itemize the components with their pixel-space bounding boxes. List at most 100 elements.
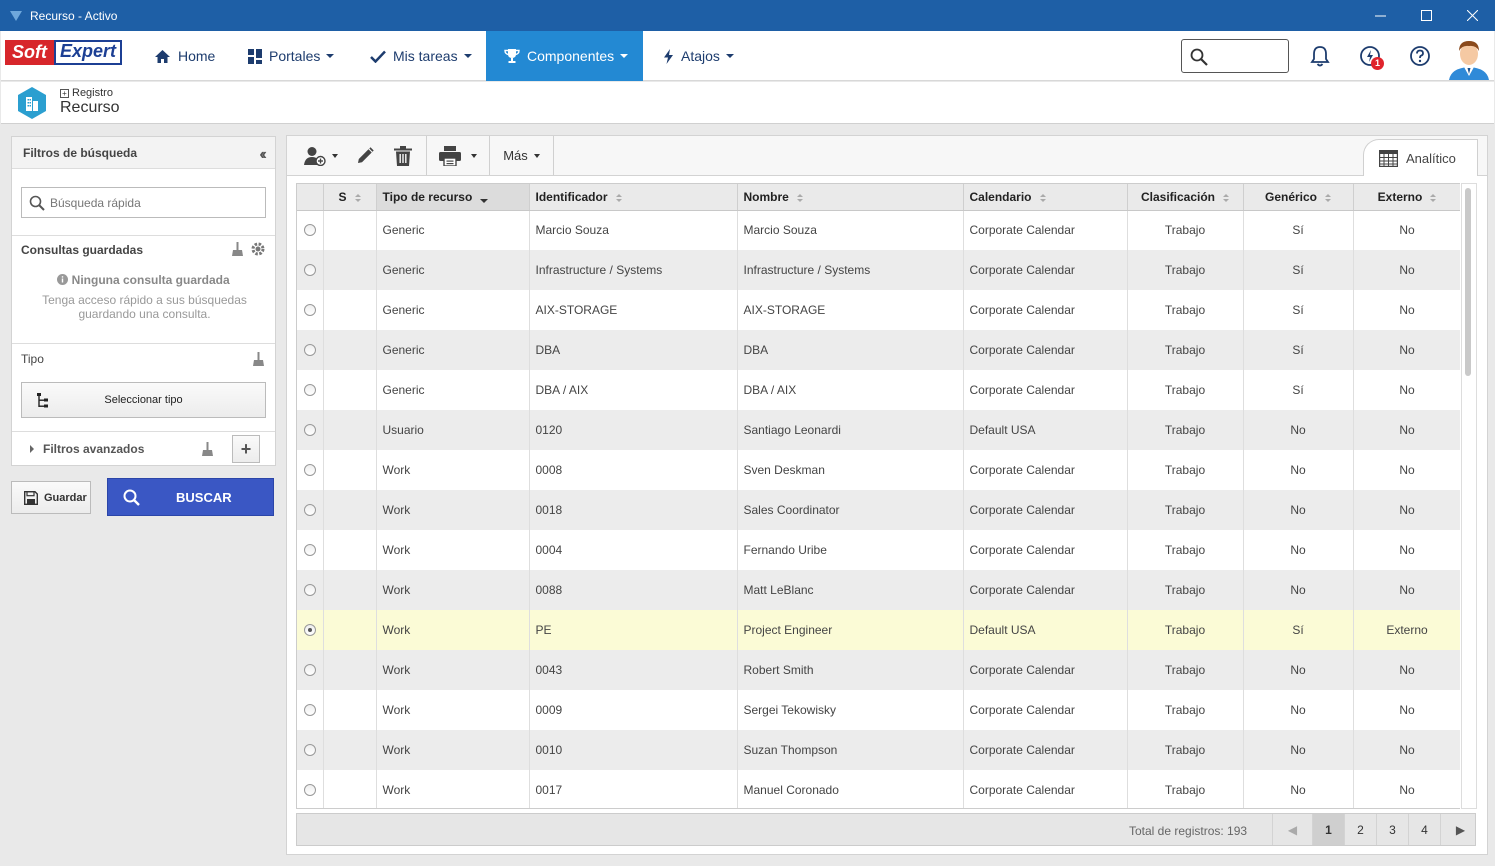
table-row[interactable]: Generic AIX-STORAGE AIX-STORAGE Corporate C… xyxy=(297,290,1460,330)
next-page-button[interactable]: ▶ xyxy=(1440,814,1480,845)
table-row[interactable]: Generic DBA DBA Corporate Calendar Trabajo Sí… xyxy=(297,330,1460,370)
column-header-calendario[interactable]: Calendario xyxy=(963,184,1128,211)
search-button[interactable]: BUSCAR xyxy=(107,478,274,516)
more-button[interactable]: Más xyxy=(490,136,553,175)
delete-button[interactable] xyxy=(383,136,423,175)
quick-search-input[interactable]: Búsqueda rápida xyxy=(21,187,266,218)
row-radio[interactable] xyxy=(303,264,316,276)
add-resource-button[interactable] xyxy=(287,136,347,175)
row-radio[interactable] xyxy=(303,664,316,676)
prev-page-button[interactable]: ◀ xyxy=(1272,814,1312,845)
nav-home[interactable]: Home xyxy=(154,31,215,81)
close-button[interactable] xyxy=(1449,0,1495,31)
table-row[interactable]: Generic DBA / AIX DBA / AIX Corporate Calen… xyxy=(297,370,1460,410)
cell-identificador: 0010 xyxy=(529,730,738,770)
softexpert-logo[interactable]: Soft Expert xyxy=(5,40,123,65)
broom-icon[interactable] xyxy=(232,242,243,256)
tab-analitico[interactable]: Analítico xyxy=(1363,139,1478,176)
cell-clasificacion: Trabajo xyxy=(1127,370,1244,410)
column-header-s[interactable]: S xyxy=(323,184,377,211)
table-row[interactable]: Work 0009 Sergei Tekowisky Corporate Calend… xyxy=(297,690,1460,730)
row-radio[interactable] xyxy=(303,704,316,716)
nav-componentes[interactable]: Componentes xyxy=(486,31,644,81)
row-radio[interactable] xyxy=(303,504,316,516)
nav-mis-tareas[interactable]: Mis tareas xyxy=(370,31,472,81)
row-radio[interactable] xyxy=(303,624,316,636)
row-radio[interactable] xyxy=(303,304,316,316)
breadcrumb-parent[interactable]: + Registro xyxy=(60,87,113,99)
select-type-button[interactable]: Seleccionar tipo xyxy=(21,382,266,418)
cell-nombre: Project Engineer xyxy=(737,610,964,650)
row-select-cell xyxy=(297,490,324,530)
nav-atajos[interactable]: Atajos xyxy=(663,31,734,81)
table-row[interactable]: Work 0043 Robert Smith Corporate Calendar Tr… xyxy=(297,650,1460,690)
save-query-button[interactable]: Guardar xyxy=(11,481,91,514)
add-filter-button[interactable]: + xyxy=(232,435,260,463)
help-icon[interactable] xyxy=(1408,44,1432,68)
cell-externo: No xyxy=(1353,210,1460,250)
row-radio[interactable] xyxy=(303,424,316,436)
scrollbar-thumb[interactable] xyxy=(1465,188,1471,376)
page-4-button[interactable]: 4 xyxy=(1408,814,1440,845)
broom-icon[interactable] xyxy=(202,442,213,456)
gear-icon[interactable] xyxy=(250,241,266,257)
row-select-cell xyxy=(297,690,324,730)
cell-generico: Sí xyxy=(1243,290,1354,330)
row-radio[interactable] xyxy=(303,384,316,396)
page-1-button[interactable]: 1 xyxy=(1312,814,1344,845)
sort-icon xyxy=(1325,193,1332,202)
cell-calendario: Corporate Calendar xyxy=(963,370,1128,410)
table-row[interactable]: Work 0008 Sven Deskman Corporate Calendar Tr… xyxy=(297,450,1460,490)
minimize-button[interactable] xyxy=(1357,0,1403,31)
table-row[interactable]: Work 0004 Fernando Uribe Corporate Calendar… xyxy=(297,530,1460,570)
cell-nombre: Sales Coordinator xyxy=(737,490,964,530)
column-header-clasificacion[interactable]: Clasificación xyxy=(1127,184,1244,211)
sort-icon xyxy=(354,193,361,202)
nav-portales[interactable]: Portales xyxy=(248,31,335,81)
column-header-tipo[interactable]: Tipo de recurso xyxy=(376,184,530,211)
row-radio[interactable] xyxy=(303,744,316,756)
floppy-icon xyxy=(24,490,38,505)
collapse-icon[interactable]: ‹‹ xyxy=(259,146,266,163)
cell-tipo: Usuario xyxy=(376,410,530,450)
column-header-generico[interactable]: Genérico xyxy=(1243,184,1354,211)
row-radio[interactable] xyxy=(303,544,316,556)
column-header-nombre[interactable]: Nombre xyxy=(737,184,964,211)
column-header-identificador[interactable]: Identificador xyxy=(529,184,738,211)
table-row[interactable]: Work 0088 Matt LeBlanc Corporate Calendar Tr… xyxy=(297,570,1460,610)
broom-icon[interactable] xyxy=(253,352,264,366)
row-radio[interactable] xyxy=(303,224,316,237)
advanced-filters-toggle[interactable]: Filtros avanzados xyxy=(30,442,144,456)
cell-tipo: Work xyxy=(376,770,530,808)
page-3-button[interactable]: 3 xyxy=(1376,814,1408,845)
maximize-button[interactable] xyxy=(1403,0,1449,31)
table-row[interactable]: Work 0010 Suzan Thompson Corporate Calendar… xyxy=(297,730,1460,770)
cell-clasificacion: Trabajo xyxy=(1127,250,1244,290)
table-row[interactable]: Work 0018 Sales Coordinator Corporate Calen… xyxy=(297,490,1460,530)
cell-generico: No xyxy=(1243,450,1354,490)
row-select-cell xyxy=(297,290,324,330)
avatar[interactable] xyxy=(1445,36,1493,80)
column-header-externo[interactable]: Externo xyxy=(1353,184,1460,211)
row-radio[interactable] xyxy=(303,344,316,356)
row-radio[interactable] xyxy=(303,464,316,476)
page-2-button[interactable]: 2 xyxy=(1344,814,1376,845)
table-row[interactable]: Generic Marcio Souza Marcio Souza Corporate… xyxy=(297,210,1460,250)
filters-header: Filtros de búsqueda ‹‹ xyxy=(12,137,275,169)
cell-calendario: Corporate Calendar xyxy=(963,330,1128,370)
cell-clasificacion: Trabajo xyxy=(1127,570,1244,610)
edit-group xyxy=(287,136,427,175)
table-row[interactable]: Work 0017 Manuel Coronado Corporate Calenda… xyxy=(297,770,1460,808)
table-row[interactable]: Generic Infrastructure / Systems Infrastru… xyxy=(297,250,1460,290)
activity-icon[interactable] xyxy=(1358,44,1382,68)
row-radio[interactable] xyxy=(303,584,316,596)
edit-button[interactable] xyxy=(347,136,383,175)
table-row[interactable]: Work PE Project Engineer Default USA Trabajo… xyxy=(297,610,1460,650)
print-button[interactable] xyxy=(427,136,489,175)
table-row[interactable]: Usuario 0120 Santiago Leonardi Default USA T… xyxy=(297,410,1460,450)
cell-calendario: Default USA xyxy=(963,410,1128,450)
row-radio[interactable] xyxy=(303,784,316,796)
bell-icon[interactable] xyxy=(1308,44,1332,68)
vertical-scrollbar[interactable] xyxy=(1461,183,1477,809)
global-search-input[interactable] xyxy=(1181,39,1289,73)
